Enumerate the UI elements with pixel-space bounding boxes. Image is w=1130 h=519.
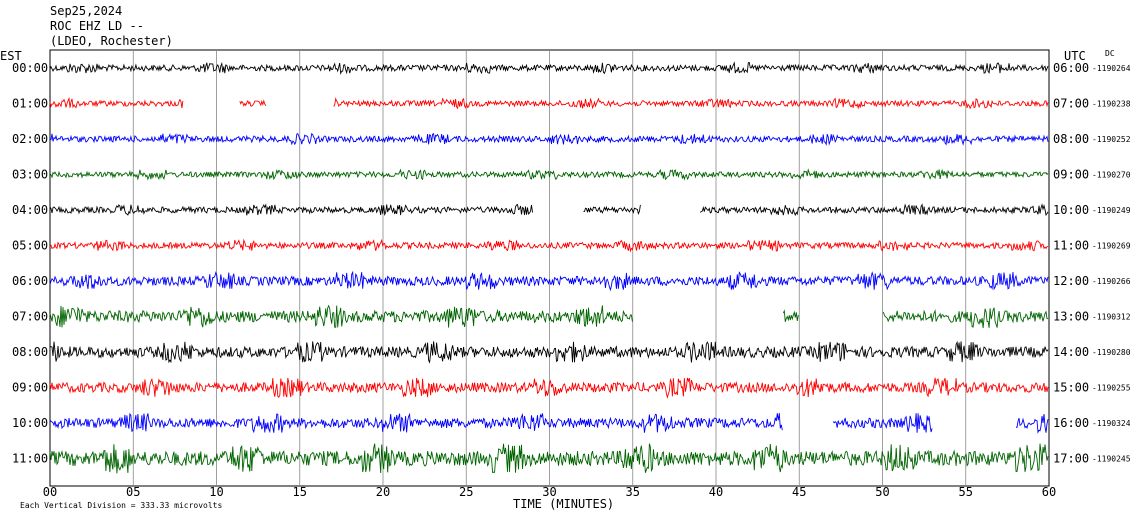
seismic-trace — [49, 238, 1049, 253]
utc-hour-label: 17:00 — [1053, 452, 1089, 466]
dc-value: -1190249 — [1092, 206, 1130, 215]
est-hour-label: 01:00 — [12, 97, 48, 111]
dc-value: -1190324 — [1092, 419, 1130, 428]
est-hour-label: 04:00 — [12, 203, 48, 217]
minute-grid — [132, 50, 967, 486]
dc-label: DC — [1105, 49, 1115, 58]
seismic-trace — [49, 61, 1049, 75]
x-tick-labels: 00 05 10 15 20 25 30 35 40 45 50 55 60 — [43, 485, 1056, 499]
seismic-trace — [49, 270, 1049, 292]
utc-hour-label: 06:00 — [1053, 61, 1089, 75]
seismic-trace — [49, 96, 1049, 110]
dc-value: -1190264 — [1092, 64, 1130, 73]
est-hour-label: 03:00 — [12, 168, 48, 182]
seismic-trace — [49, 340, 1049, 364]
est-hour-label: 06:00 — [12, 274, 48, 288]
x-tick-label: 00 — [43, 485, 57, 499]
seismic-trace — [49, 203, 1049, 217]
est-hour-label: 10:00 — [12, 416, 48, 430]
dc-value: -1190252 — [1092, 135, 1130, 144]
scale-note: Each Vertical Division = 333.33 microvol… — [20, 501, 222, 510]
dc-value: -1190312 — [1092, 313, 1130, 322]
x-tick-label: 30 — [542, 485, 556, 499]
utc-hour-label: 12:00 — [1053, 274, 1089, 288]
x-tick-label: 60 — [1042, 485, 1056, 499]
utc-hour-label: 08:00 — [1053, 132, 1089, 146]
x-axis-title: TIME (MINUTES) — [513, 497, 614, 511]
x-tick-label: 35 — [626, 485, 640, 499]
dc-value: -1190269 — [1092, 242, 1130, 251]
dc-value: -1190266 — [1092, 277, 1130, 286]
dc-value: -1190270 — [1092, 171, 1130, 180]
dc-value: -1190280 — [1092, 348, 1130, 357]
x-tick-label: 45 — [792, 485, 806, 499]
utc-hour-label: 09:00 — [1053, 168, 1089, 182]
utc-hour-labels: 06:00 07:00 08:00 09:00 10:00 11:00 12:00 13:00… — [1053, 61, 1089, 466]
utc-hour-label: 10:00 — [1053, 203, 1089, 217]
seismic-trace — [49, 132, 1049, 147]
est-hour-label: 00:00 — [12, 61, 48, 75]
header-network: (LDEO, Rochester) — [50, 34, 173, 48]
est-hour-label: 09:00 — [12, 381, 48, 395]
header-station: ROC EHZ LD -- — [50, 19, 144, 33]
est-hour-label: 02:00 — [12, 132, 48, 146]
est-hour-label: 05:00 — [12, 239, 48, 253]
x-tick-label: 10 — [209, 485, 223, 499]
seismic-trace — [49, 168, 1049, 181]
dc-value: -1190255 — [1092, 384, 1130, 393]
seismic-trace — [49, 377, 1049, 399]
seismic-trace — [49, 304, 1049, 328]
x-tick-label: 05 — [126, 485, 140, 499]
seismic-trace — [49, 412, 1049, 434]
seismic-trace — [49, 443, 1049, 474]
x-tick-label: 55 — [959, 485, 973, 499]
utc-hour-label: 13:00 — [1053, 310, 1089, 324]
dc-offset-values: -1190264 -1190238 -1190252 -1190270 -1190249… — [1092, 64, 1130, 464]
dc-value: -1190238 — [1092, 100, 1130, 109]
est-axis-label: EST — [0, 49, 22, 63]
utc-hour-label: 15:00 — [1053, 381, 1089, 395]
x-tick-label: 50 — [875, 485, 889, 499]
est-hour-label: 08:00 — [12, 345, 48, 359]
x-tick-label: 15 — [293, 485, 307, 499]
est-hour-label: 07:00 — [12, 310, 48, 324]
utc-hour-label: 16:00 — [1053, 416, 1089, 430]
utc-hour-label: 14:00 — [1053, 345, 1089, 359]
est-hour-label: 11:00 — [12, 452, 48, 466]
dc-value: -1190245 — [1092, 455, 1130, 464]
est-hour-labels: 00:00 01:00 02:00 03:00 04:00 05:00 06:00 07:00… — [12, 61, 48, 466]
trace-group — [49, 61, 1049, 474]
x-tick-label: 25 — [459, 485, 473, 499]
utc-axis-label: UTC — [1064, 49, 1086, 63]
utc-hour-label: 07:00 — [1053, 97, 1089, 111]
x-tick-label: 40 — [709, 485, 723, 499]
utc-hour-label: 11:00 — [1053, 239, 1089, 253]
header-date: Sep25,2024 — [50, 4, 122, 18]
x-tick-label: 20 — [376, 485, 390, 499]
